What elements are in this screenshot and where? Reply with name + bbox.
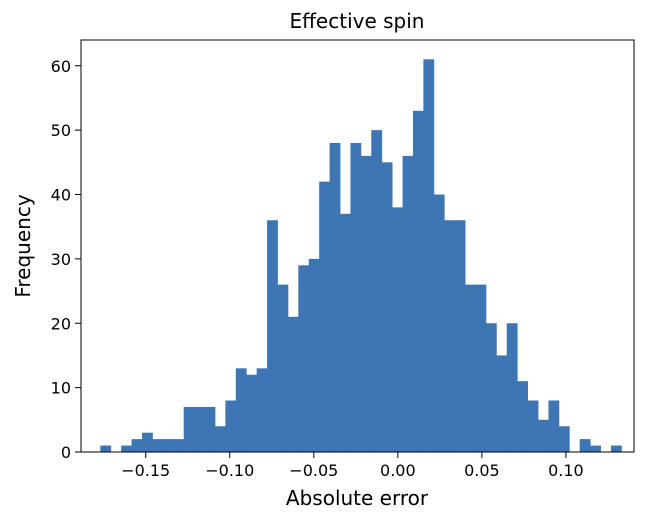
histogram-bar-40	[517, 381, 529, 452]
histogram-bar-37	[485, 323, 497, 452]
x-tick-label-4: 0.05	[464, 461, 500, 480]
histogram-bar-7	[173, 439, 185, 452]
histogram-bar-13	[235, 368, 247, 452]
x-tick-label-1: −0.10	[205, 461, 254, 480]
histogram-bar-21	[319, 181, 330, 452]
histogram-bar-2	[121, 445, 132, 452]
plot-frame	[80, 39, 635, 453]
x-tick-label-5: 0.10	[548, 461, 584, 480]
bars-group	[100, 59, 622, 452]
y-tick-label-2: 20	[51, 314, 71, 333]
x-axis: −0.15 −0.10 −0.05 0.00 0.05 0.10	[121, 452, 584, 480]
x-tick-label-3: 0.00	[380, 461, 416, 480]
histogram-bar-26	[371, 130, 383, 452]
histogram-bar-18	[287, 316, 299, 452]
chart-title: Effective spin	[290, 9, 425, 33]
histogram-bar-22	[329, 143, 341, 452]
x-axis-label: Absolute error	[286, 486, 429, 510]
histogram-bar-9	[194, 406, 205, 452]
histogram-bar-11	[214, 426, 226, 452]
histogram-bar-27	[381, 162, 393, 452]
x-tick-label-0: −0.15	[121, 461, 170, 480]
histogram-bar-25	[360, 155, 372, 452]
histogram-bar-43	[548, 400, 560, 452]
histogram-bar-3	[131, 439, 143, 452]
histogram-bar-32	[433, 194, 445, 452]
histogram-bar-33	[444, 220, 456, 452]
histogram-bar-44	[558, 426, 570, 452]
y-axis-label: Frequency	[11, 194, 35, 297]
y-tick-label-6: 60	[51, 57, 71, 76]
histogram-bar-36	[475, 284, 487, 452]
histogram-bar-31	[423, 59, 435, 452]
x-tick-label-2: −0.05	[289, 461, 338, 480]
histogram-bar-46	[579, 439, 591, 452]
histogram-bar-17	[277, 284, 289, 452]
y-tick-label-5: 50	[51, 121, 71, 140]
histogram-bar-0	[100, 445, 112, 452]
histogram-bar-34	[454, 220, 466, 452]
y-axis: 0 10 20 30 40 50 60	[51, 57, 81, 462]
histogram-bar-4	[142, 432, 153, 452]
histogram-bar-20	[308, 258, 320, 452]
histogram-bar-8	[183, 406, 195, 452]
histogram-bar-39	[506, 323, 518, 452]
histogram-bar-19	[298, 265, 310, 452]
histogram-bar-29	[402, 155, 414, 452]
histogram-bar-28	[392, 207, 403, 452]
histogram-bar-49	[610, 445, 622, 452]
histogram-bar-5	[152, 439, 164, 452]
y-tick-label-0: 0	[61, 443, 71, 462]
histogram-bar-38	[496, 355, 508, 452]
histogram-bar-14	[246, 374, 258, 452]
histogram-bar-6	[162, 439, 174, 452]
histogram-bar-10	[204, 406, 216, 452]
histogram-bar-15	[256, 368, 268, 452]
histogram-bar-30	[412, 110, 424, 452]
histogram-bar-12	[225, 400, 237, 452]
histogram-bar-47	[590, 445, 601, 452]
y-tick-label-1: 10	[51, 379, 71, 398]
histogram-bar-42	[538, 419, 549, 452]
histogram-bar-35	[465, 284, 476, 452]
histogram-bar-16	[267, 220, 278, 452]
histogram-bar-24	[350, 143, 362, 452]
y-tick-label-4: 40	[51, 186, 71, 205]
histogram-bar-23	[340, 213, 351, 452]
y-tick-label-3: 30	[51, 250, 71, 269]
histogram-bar-41	[527, 400, 539, 452]
